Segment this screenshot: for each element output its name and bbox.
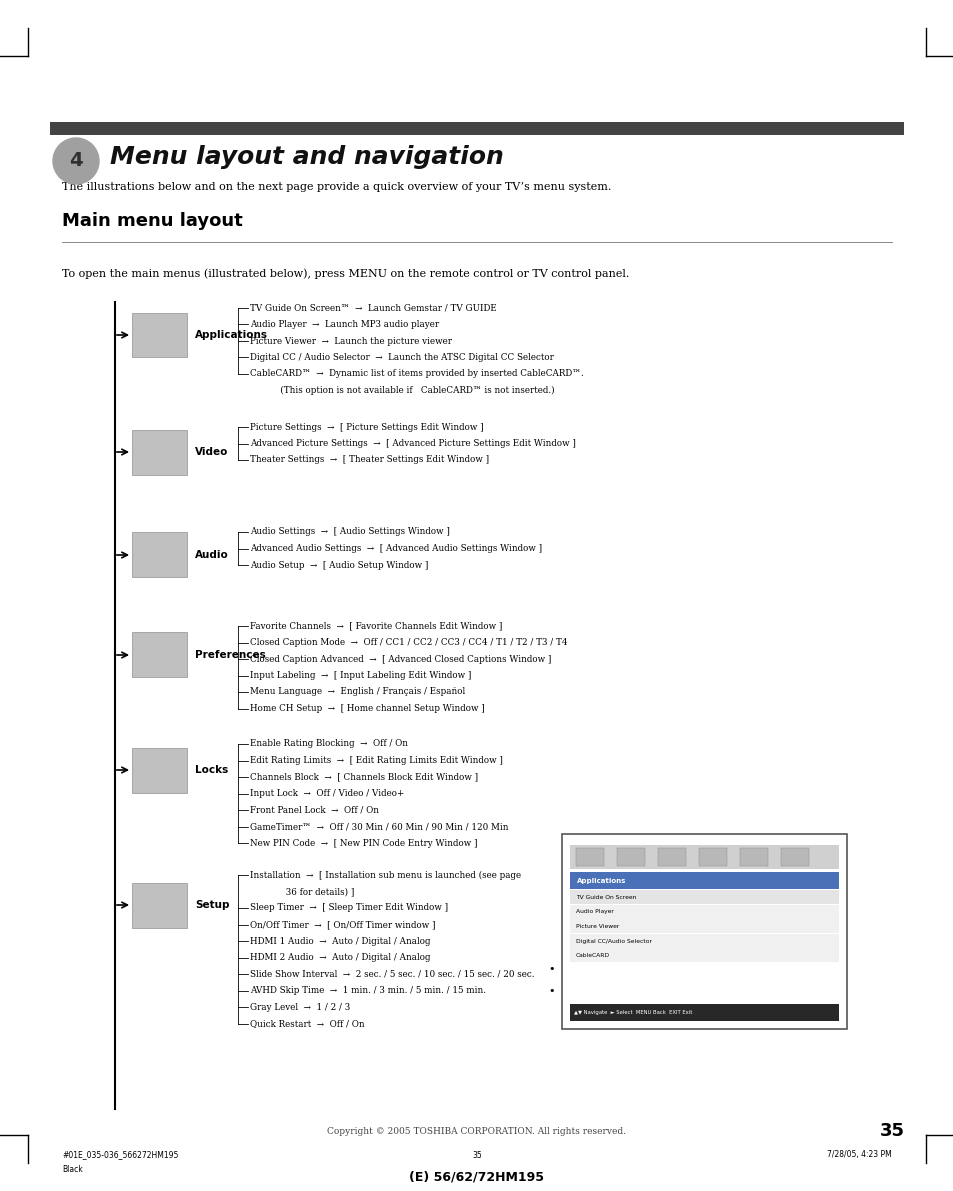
- Text: Audio Player: Audio Player: [576, 910, 613, 915]
- Text: Black: Black: [62, 1165, 83, 1173]
- FancyBboxPatch shape: [132, 430, 187, 474]
- Text: Favorite Channels  →  [ Favorite Channels Edit Window ]: Favorite Channels → [ Favorite Channels …: [250, 622, 502, 630]
- Text: CableCARD: CableCARD: [576, 953, 610, 958]
- FancyBboxPatch shape: [569, 844, 838, 869]
- Text: Input Labeling  →  [ Input Labeling Edit Window ]: Input Labeling → [ Input Labeling Edit W…: [250, 671, 471, 680]
- Text: Quick Restart  →  Off / On: Quick Restart → Off / On: [250, 1019, 364, 1028]
- Text: Enable Rating Blocking  →  Off / On: Enable Rating Blocking → Off / On: [250, 740, 408, 748]
- FancyBboxPatch shape: [699, 848, 726, 866]
- FancyBboxPatch shape: [132, 748, 187, 792]
- Text: Audio: Audio: [194, 550, 229, 560]
- Text: Menu layout and navigation: Menu layout and navigation: [110, 145, 503, 169]
- Text: Digital CC / Audio Selector  →  Launch the ATSC Digital CC Selector: Digital CC / Audio Selector → Launch the…: [250, 353, 554, 362]
- Text: Advanced Audio Settings  →  [ Advanced Audio Settings Window ]: Advanced Audio Settings → [ Advanced Aud…: [250, 544, 541, 553]
- FancyBboxPatch shape: [740, 848, 767, 866]
- FancyBboxPatch shape: [50, 121, 903, 135]
- Text: HDMI 1 Audio  →  Auto / Digital / Analog: HDMI 1 Audio → Auto / Digital / Analog: [250, 936, 430, 946]
- FancyBboxPatch shape: [569, 948, 838, 962]
- Text: ▲▼ Navigate  ► Select  MENU Back  EXIT Exit: ▲▼ Navigate ► Select MENU Back EXIT Exit: [574, 1010, 692, 1015]
- Text: Applications: Applications: [577, 878, 626, 884]
- Text: 36 for details) ]: 36 for details) ]: [250, 887, 354, 896]
- Text: 7/28/05, 4:23 PM: 7/28/05, 4:23 PM: [826, 1151, 891, 1160]
- Text: Digital CC/Audio Selector: Digital CC/Audio Selector: [576, 939, 651, 943]
- Text: •: •: [548, 986, 555, 996]
- Text: Setup: Setup: [194, 900, 230, 910]
- Text: Main menu layout: Main menu layout: [62, 212, 242, 230]
- Text: The illustrations below and on the next page provide a quick overview of your TV: The illustrations below and on the next …: [62, 182, 611, 192]
- Text: Slide Show Interval  →  2 sec. / 5 sec. / 10 sec. / 15 sec. / 20 sec.: Slide Show Interval → 2 sec. / 5 sec. / …: [250, 969, 534, 979]
- Text: Picture Viewer  →  Launch the picture viewer: Picture Viewer → Launch the picture view…: [250, 337, 452, 345]
- Text: Preferences: Preferences: [194, 650, 266, 660]
- Text: 35: 35: [472, 1151, 481, 1160]
- Text: To open the main menus (illustrated below), press MENU on the remote control or : To open the main menus (illustrated belo…: [62, 268, 629, 279]
- Text: Applications: Applications: [194, 330, 268, 339]
- Text: Input Lock  →  Off / Video / Video+: Input Lock → Off / Video / Video+: [250, 788, 404, 798]
- Text: GameTimer™  →  Off / 30 Min / 60 Min / 90 Min / 120 Min: GameTimer™ → Off / 30 Min / 60 Min / 90 …: [250, 822, 508, 831]
- Text: Channels Block  →  [ Channels Block Edit Window ]: Channels Block → [ Channels Block Edit W…: [250, 773, 477, 781]
- Text: Picture Settings  →  [ Picture Settings Edit Window ]: Picture Settings → [ Picture Settings Ed…: [250, 423, 483, 431]
- Text: (This option is not available if   CableCARD™ is not inserted.): (This option is not available if CableCA…: [250, 386, 554, 395]
- Text: On/Off Timer  →  [ On/Off Timer window ]: On/Off Timer → [ On/Off Timer window ]: [250, 919, 435, 929]
- FancyBboxPatch shape: [132, 632, 187, 678]
- Text: #01E_035-036_566272HM195: #01E_035-036_566272HM195: [62, 1151, 178, 1160]
- Text: Theater Settings  →  [ Theater Settings Edit Window ]: Theater Settings → [ Theater Settings Ed…: [250, 455, 489, 464]
- FancyBboxPatch shape: [132, 883, 187, 928]
- Text: AVHD Skip Time  →  1 min. / 3 min. / 5 min. / 15 min.: AVHD Skip Time → 1 min. / 3 min. / 5 min…: [250, 986, 485, 994]
- Text: Locks: Locks: [194, 765, 228, 775]
- Text: (E) 56/62/72HM195: (E) 56/62/72HM195: [409, 1171, 544, 1184]
- FancyBboxPatch shape: [576, 848, 603, 866]
- FancyBboxPatch shape: [132, 532, 187, 578]
- Text: Gray Level  →  1 / 2 / 3: Gray Level → 1 / 2 / 3: [250, 1003, 350, 1011]
- FancyBboxPatch shape: [569, 1004, 838, 1021]
- Text: New PIN Code  →  [ New PIN Code Entry Window ]: New PIN Code → [ New PIN Code Entry Wind…: [250, 838, 477, 848]
- FancyBboxPatch shape: [781, 848, 808, 866]
- Text: HDMI 2 Audio  →  Auto / Digital / Analog: HDMI 2 Audio → Auto / Digital / Analog: [250, 953, 430, 962]
- Text: Audio Setup  →  [ Audio Setup Window ]: Audio Setup → [ Audio Setup Window ]: [250, 561, 428, 569]
- Text: Copyright © 2005 TOSHIBA CORPORATION. All rights reserved.: Copyright © 2005 TOSHIBA CORPORATION. Al…: [327, 1127, 626, 1135]
- FancyBboxPatch shape: [561, 834, 846, 1029]
- Text: Closed Caption Mode  →  Off / CC1 / CC2 / CC3 / CC4 / T1 / T2 / T3 / T4: Closed Caption Mode → Off / CC1 / CC2 / …: [250, 638, 567, 647]
- Circle shape: [53, 138, 99, 183]
- Text: Home CH Setup  →  [ Home channel Setup Window ]: Home CH Setup → [ Home channel Setup Win…: [250, 704, 484, 713]
- Text: Menu Language  →  English / Français / Español: Menu Language → English / Français / Esp…: [250, 687, 465, 697]
- Text: Advanced Picture Settings  →  [ Advanced Picture Settings Edit Window ]: Advanced Picture Settings → [ Advanced P…: [250, 439, 576, 448]
- FancyBboxPatch shape: [569, 872, 838, 888]
- Text: Closed Caption Advanced  →  [ Advanced Closed Captions Window ]: Closed Caption Advanced → [ Advanced Clo…: [250, 655, 551, 663]
- FancyBboxPatch shape: [569, 904, 838, 918]
- Text: Edit Rating Limits  →  [ Edit Rating Limits Edit Window ]: Edit Rating Limits → [ Edit Rating Limit…: [250, 756, 502, 765]
- Text: TV Guide On Screen™  →  Launch Gemstar / TV GUIDE: TV Guide On Screen™ → Launch Gemstar / T…: [250, 304, 497, 312]
- FancyBboxPatch shape: [569, 934, 838, 948]
- Text: Audio Settings  →  [ Audio Settings Window ]: Audio Settings → [ Audio Settings Window…: [250, 528, 450, 536]
- Text: Front Panel Lock  →  Off / On: Front Panel Lock → Off / On: [250, 805, 378, 815]
- Text: 35: 35: [879, 1122, 903, 1140]
- FancyBboxPatch shape: [617, 848, 644, 866]
- FancyBboxPatch shape: [658, 848, 685, 866]
- Text: Picture Viewer: Picture Viewer: [576, 924, 618, 929]
- Text: Audio Player  →  Launch MP3 audio player: Audio Player → Launch MP3 audio player: [250, 320, 438, 329]
- Text: TV Guide On Screen: TV Guide On Screen: [576, 894, 636, 900]
- Text: 4: 4: [70, 151, 83, 170]
- Text: •: •: [548, 964, 555, 974]
- Text: Video: Video: [194, 447, 228, 457]
- FancyBboxPatch shape: [569, 890, 838, 904]
- FancyBboxPatch shape: [132, 312, 187, 357]
- FancyBboxPatch shape: [569, 919, 838, 933]
- Text: Sleep Timer  →  [ Sleep Timer Edit Window ]: Sleep Timer → [ Sleep Timer Edit Window …: [250, 904, 448, 912]
- Text: Installation  →  [ Installation sub menu is launched (see page: Installation → [ Installation sub menu i…: [250, 871, 520, 880]
- Text: CableCARD™  →  Dynamic list of items provided by inserted CableCARD™.: CableCARD™ → Dynamic list of items provi…: [250, 369, 583, 379]
